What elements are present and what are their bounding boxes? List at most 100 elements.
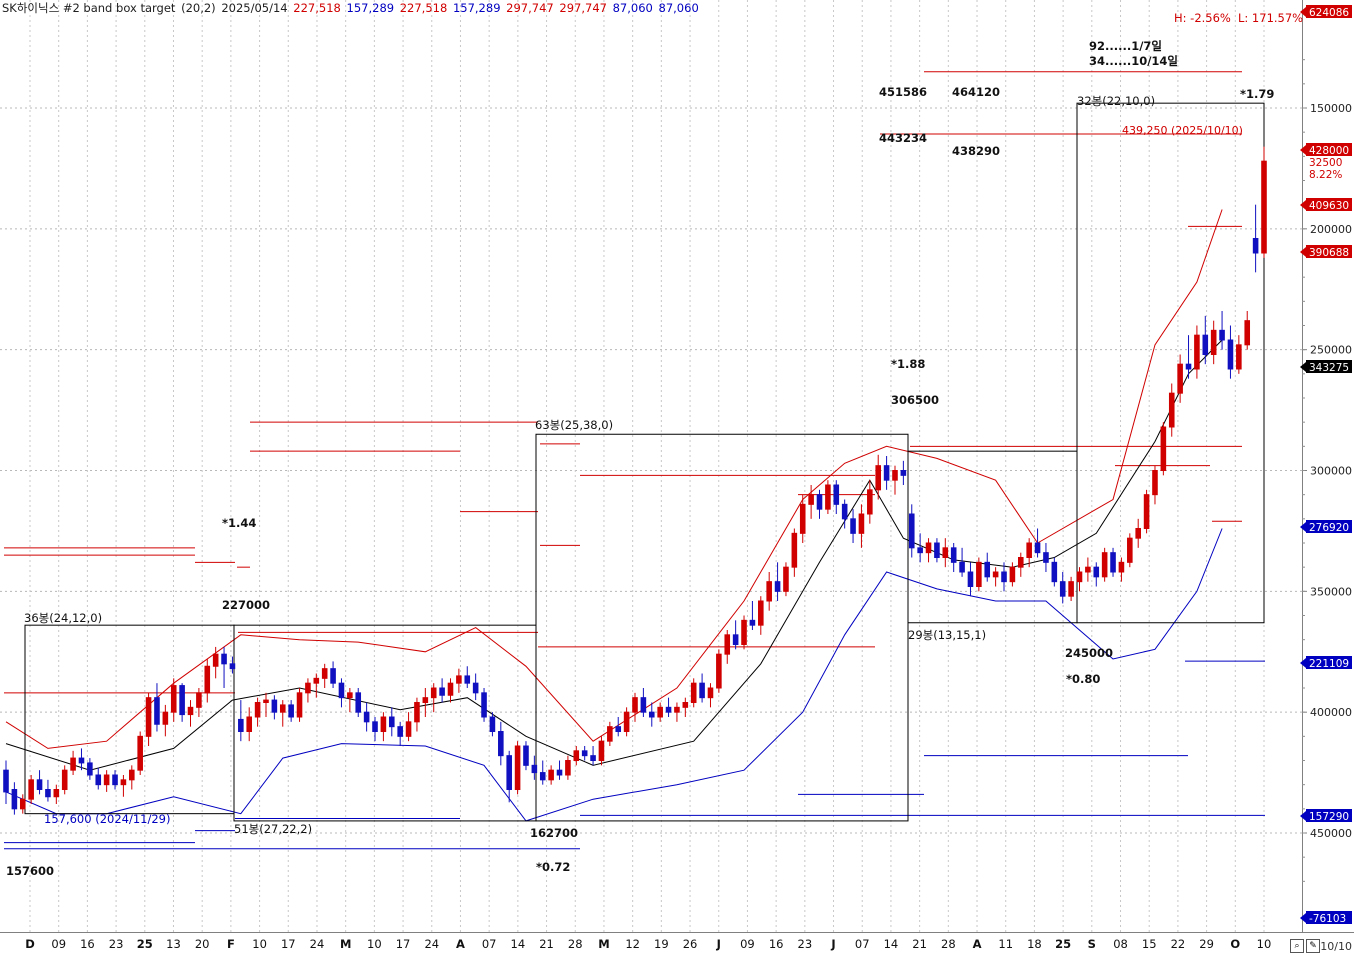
high-marker-label: 439,250 (2025/10/10) — [1122, 124, 1243, 137]
ratio-label: *0.72 — [536, 860, 570, 874]
candle-body — [908, 513, 915, 549]
candle-body — [321, 668, 328, 679]
candle-body — [1177, 363, 1183, 394]
x-tick-label: 26 — [683, 937, 698, 951]
candle-body — [674, 706, 680, 713]
candle-body — [581, 750, 588, 757]
candle-body — [414, 702, 420, 723]
chart-toolbar: ⌕ ✎ — [1288, 938, 1320, 953]
candle-body — [305, 682, 311, 694]
candle-body — [841, 503, 848, 520]
candle-body — [875, 465, 882, 491]
candle-body — [489, 716, 496, 732]
x-tick-label: D — [25, 937, 35, 951]
price-tag-arrow — [1300, 811, 1306, 821]
ratio-label: *0.80 — [1066, 672, 1100, 686]
candle-body — [363, 711, 370, 723]
x-tick-label: 29 — [1199, 937, 1214, 951]
candle-body — [1051, 561, 1058, 583]
candle-body — [372, 721, 378, 732]
candle-body — [825, 484, 831, 510]
candle-body — [732, 634, 739, 645]
y-tick-label: 450000 — [1310, 827, 1352, 840]
x-tick-label: F — [227, 937, 235, 951]
candle-body — [19, 798, 26, 810]
candle-body — [816, 494, 823, 510]
price-tag-bg — [1306, 520, 1352, 533]
price-tag: 428000 — [1309, 145, 1349, 157]
price-tag: 343275 — [1309, 362, 1349, 374]
x-tick-label: 18 — [1027, 937, 1042, 951]
y-tick-label: 250000 — [1310, 344, 1352, 357]
candle-body — [439, 687, 445, 696]
candle-body — [430, 687, 437, 699]
candle-body — [1085, 566, 1091, 573]
candle-body — [883, 465, 890, 481]
candle-body — [783, 566, 789, 592]
candle-body — [1043, 552, 1049, 563]
candle-body — [1059, 581, 1066, 597]
x-tick-label: A — [456, 937, 465, 951]
candle-body — [330, 668, 336, 684]
candle-body — [1034, 542, 1041, 554]
range-box — [535, 433, 909, 822]
candle-body — [774, 581, 781, 592]
level-label: 451586 — [879, 85, 927, 99]
x-tick-label: 21 — [912, 937, 927, 951]
level-label: 162700 — [530, 826, 578, 840]
candle-body — [263, 699, 269, 703]
candle-body — [573, 750, 580, 761]
candle-body — [112, 774, 118, 786]
candle-body — [992, 571, 999, 578]
candle-body — [967, 571, 974, 587]
y-tick-label: 350000 — [1310, 585, 1352, 598]
x-tick-label: M — [598, 937, 609, 951]
candle-body — [1236, 344, 1242, 370]
chart-header: SK하이닉스 #2 band box target (20,2) 2025/05… — [2, 0, 701, 16]
candle-body — [808, 494, 814, 505]
candle-body — [288, 704, 294, 718]
x-tick-label: 09 — [740, 937, 755, 951]
candle-body — [925, 542, 932, 554]
candle-body — [338, 682, 345, 699]
candle-body — [154, 697, 160, 725]
zoom-icon[interactable]: ⌕ — [1290, 939, 1304, 953]
candle-body — [766, 581, 772, 602]
candle-body — [229, 663, 236, 670]
level-label: 227000 — [222, 598, 270, 612]
price-tag: 624086 — [1309, 7, 1349, 19]
x-tick-label: 17 — [396, 937, 411, 951]
candle-body — [279, 704, 286, 713]
candle-body — [799, 503, 806, 534]
x-tick-label: 24 — [424, 937, 439, 951]
candle-body — [1026, 542, 1032, 558]
box-label: 29봉(13,15,1) — [908, 628, 986, 642]
y-tick-label: 200000 — [1310, 223, 1352, 236]
price-tag-bg — [1306, 198, 1352, 211]
x-tick-label: 07 — [482, 937, 497, 951]
x-tick-label: 08 — [1113, 937, 1128, 951]
y-tick-label: 300000 — [1310, 465, 1352, 478]
candle-body — [682, 702, 689, 708]
candle-body — [548, 769, 554, 781]
box-label: 63봉(25,38,0) — [535, 418, 613, 432]
last-date: 10/10 — [1320, 940, 1352, 953]
x-tick-label: O — [1230, 937, 1240, 951]
x-tick-label: 23 — [109, 937, 124, 951]
price-tag-bg — [1306, 5, 1352, 18]
candle-body — [129, 769, 135, 781]
count-label: 92......1/7일 — [1089, 39, 1162, 53]
candle-body — [313, 677, 320, 684]
candle-body — [758, 600, 764, 626]
box-label: 32봉(22,10,0) — [1077, 94, 1155, 108]
x-tick-label: 16 — [80, 937, 95, 951]
level-label: 157600 — [6, 864, 54, 878]
level-label: 443234 — [879, 131, 927, 145]
upper-band-line — [5, 209, 1223, 749]
candle-body — [917, 547, 923, 554]
candle-body — [380, 716, 387, 732]
price-tag-arrow — [1300, 522, 1306, 532]
pin-icon[interactable]: ✎ — [1306, 939, 1320, 953]
candle-body — [238, 718, 244, 733]
